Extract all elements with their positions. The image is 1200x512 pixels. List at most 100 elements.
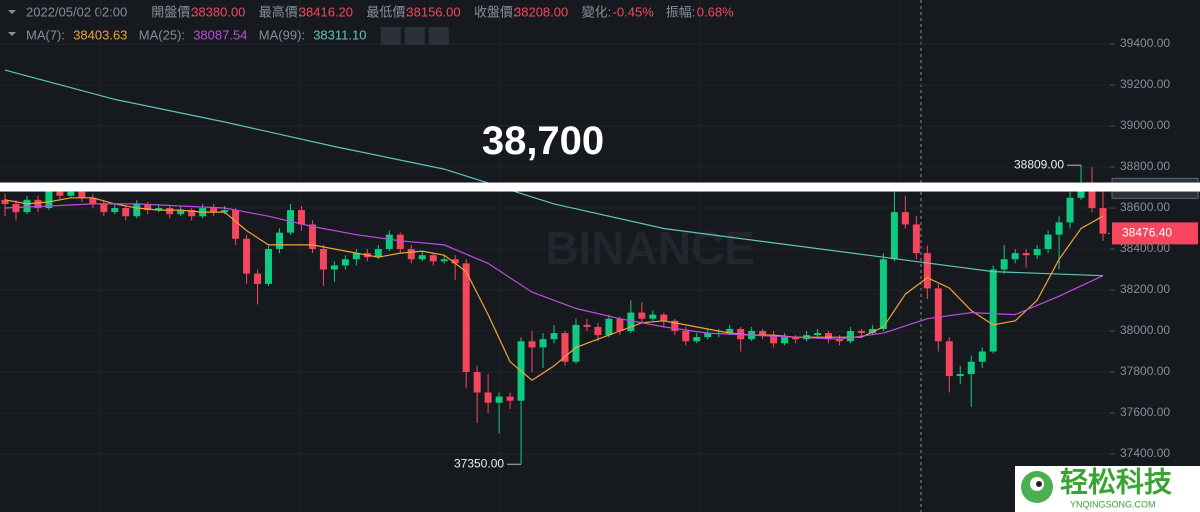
candle-body: [111, 208, 119, 213]
candle-body: [528, 341, 536, 348]
annotation-label: 38809.00: [1014, 157, 1064, 171]
candle-body: [539, 339, 547, 348]
level-line: [0, 182, 1200, 192]
header-field-value: 38416.20: [299, 4, 353, 19]
candle-body: [166, 208, 174, 215]
candle-body: [232, 210, 240, 239]
y-tick-label: 38000.00: [1120, 323, 1170, 337]
header-field-label: 變化:: [582, 4, 612, 19]
candle-body: [276, 232, 283, 250]
candle-body: [45, 189, 53, 209]
price-axis: [1110, 0, 1200, 512]
ma-legend-value: 38087.54: [193, 27, 247, 42]
candle-body: [616, 318, 624, 332]
candle-body: [495, 396, 503, 403]
candle-body: [857, 331, 865, 334]
candle-body: [429, 255, 437, 262]
candle-body: [308, 224, 316, 250]
candle-body: [605, 318, 613, 336]
header-field-value: 38208.00: [514, 4, 568, 19]
candle-body: [846, 331, 854, 342]
candle-body: [133, 203, 141, 217]
candle-body: [265, 249, 273, 284]
header-field-label: 最低價:: [366, 4, 409, 19]
header-field-label: 最高價:: [259, 4, 302, 19]
candle-body: [56, 189, 64, 196]
candle-body: [1066, 197, 1074, 223]
candle-body: [912, 224, 920, 254]
last-price-tag: [1112, 222, 1198, 245]
settings-button[interactable]: [404, 27, 425, 45]
candle-body: [122, 208, 130, 217]
candle-body: [1099, 208, 1107, 234]
annotation-label: 37350.00: [454, 456, 504, 470]
candle-body: [177, 210, 185, 215]
candle-body: [550, 333, 558, 340]
candle-body: [967, 361, 975, 375]
candle-body: [451, 259, 459, 264]
candle-body: [726, 328, 734, 334]
candle-body: [418, 255, 426, 260]
candle-body: [835, 339, 843, 342]
candle-body: [770, 335, 778, 344]
last-price-label: 38476.40: [1122, 226, 1172, 240]
y-tick-label: 38600.00: [1120, 200, 1170, 214]
ma-legend-value: 38311.10: [313, 27, 366, 42]
candle-body: [989, 269, 997, 352]
collapse-icon[interactable]: [8, 32, 16, 36]
header-time: 2022/05/02 02:00: [26, 4, 127, 19]
candle-body: [923, 253, 931, 289]
candle-body: [956, 374, 964, 377]
candle-body: [978, 351, 986, 362]
candle-body: [319, 249, 327, 270]
y-tick-label: 37600.00: [1120, 405, 1170, 419]
candle-body: [1, 199, 9, 204]
y-tick-label: 37400.00: [1120, 446, 1170, 460]
ma-legend-name: MA(99):: [259, 27, 305, 42]
logo-icon-dot: [1036, 481, 1042, 487]
candle-body: [396, 234, 404, 250]
close-button[interactable]: [428, 27, 449, 45]
header-field-label: 振幅:: [666, 4, 696, 19]
candle-body: [506, 396, 514, 401]
y-tick-label: 37800.00: [1120, 364, 1170, 378]
candle-body: [210, 208, 218, 213]
header-field-value: 0.68%: [697, 4, 734, 19]
candle-body: [945, 341, 953, 377]
candle-body: [583, 324, 591, 327]
candle-body: [693, 337, 701, 342]
candle-body: [594, 326, 602, 336]
candle-body: [934, 288, 942, 342]
y-tick-label: 38400.00: [1120, 241, 1170, 255]
candle-body: [660, 314, 668, 321]
candle-body: [155, 208, 163, 211]
candle-body: [1000, 259, 1008, 270]
candle-body: [868, 328, 876, 334]
y-tick-label: 39400.00: [1120, 36, 1170, 50]
candle-body: [825, 333, 832, 340]
collapse-icon[interactable]: [8, 10, 16, 14]
header-field-value: 38156.00: [406, 4, 460, 19]
candle-body: [781, 337, 789, 344]
candle-body: [188, 210, 196, 217]
ma-legend-name: MA(25):: [139, 27, 185, 42]
ma-line: [4, 203, 1104, 340]
eye-button[interactable]: [380, 27, 401, 45]
candle-body: [374, 249, 382, 258]
candle-body: [67, 191, 75, 196]
candle-body: [682, 331, 690, 342]
y-tick-label: 39000.00: [1120, 118, 1170, 132]
candle-body: [572, 324, 580, 362]
candle-body: [638, 312, 646, 319]
logo-title: 轻松科技: [1060, 466, 1172, 497]
ma-line: [4, 69, 1104, 277]
candle-body: [704, 333, 712, 338]
candle-body: [330, 265, 338, 270]
candle-body: [440, 259, 448, 262]
ma-legend-value: 38403.63: [73, 27, 127, 42]
candle-body: [407, 249, 415, 260]
y-tick-label: 38200.00: [1120, 282, 1170, 296]
candle-body: [561, 333, 569, 362]
candle-body: [1044, 234, 1052, 250]
